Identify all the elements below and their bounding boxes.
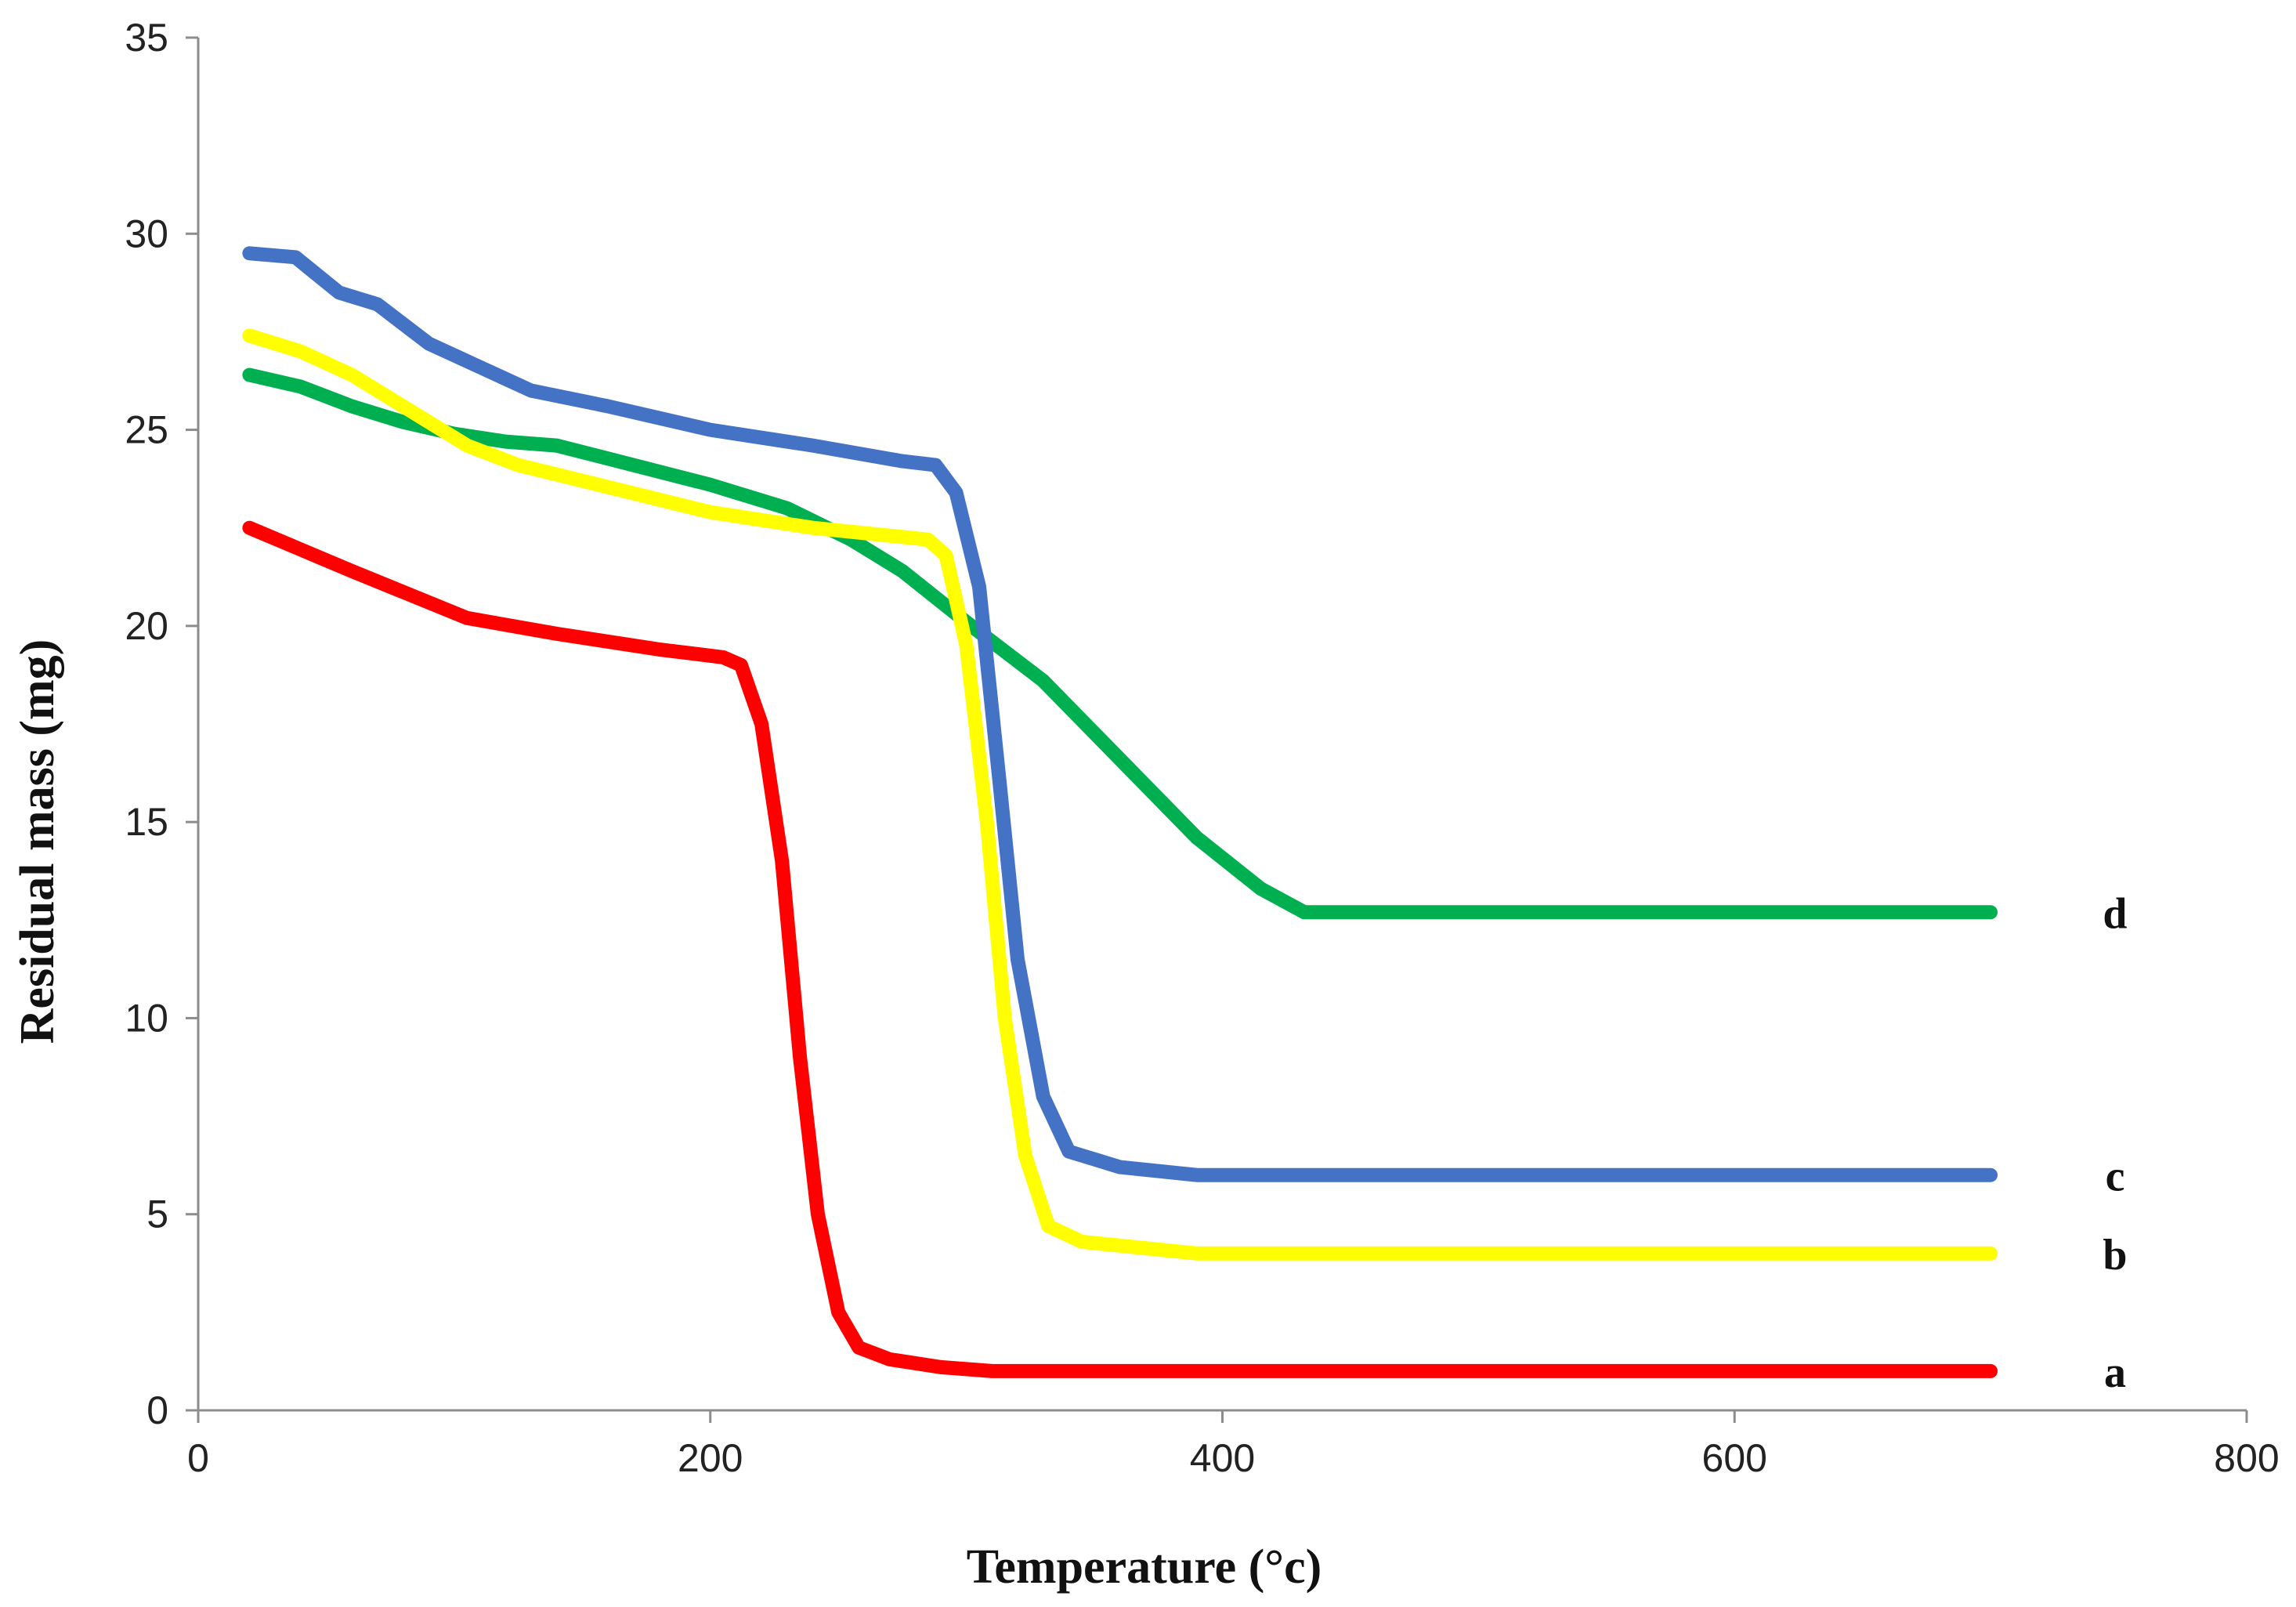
x-tick-label: 0 bbox=[187, 1436, 209, 1480]
series-line-c bbox=[242, 246, 1998, 1182]
y-tick-label: 0 bbox=[146, 1388, 168, 1432]
series-label-b: b bbox=[2103, 1231, 2127, 1279]
series-line-b bbox=[242, 328, 1998, 1261]
series-line-d bbox=[242, 367, 1998, 920]
y-axis-title: Residual mass (mg) bbox=[11, 639, 64, 1044]
y-ticks: 0 5 10 15 20 25 30 35 bbox=[125, 16, 198, 1432]
x-tick-label: 200 bbox=[678, 1436, 743, 1480]
series-line-a bbox=[242, 520, 1998, 1378]
y-tick-label: 20 bbox=[125, 604, 168, 648]
y-tick-label: 35 bbox=[125, 16, 168, 60]
x-tick-label: 400 bbox=[1190, 1436, 1255, 1480]
x-tick-label: 600 bbox=[1702, 1436, 1767, 1480]
x-tick-label: 800 bbox=[2214, 1436, 2279, 1480]
y-tick-label: 5 bbox=[146, 1193, 168, 1236]
series-label-c: c bbox=[2106, 1153, 2125, 1201]
series-group bbox=[242, 246, 1998, 1378]
series-labels: a bc d bbox=[2103, 889, 2127, 1397]
y-tick-label: 10 bbox=[125, 996, 168, 1040]
y-tick-label: 25 bbox=[125, 408, 168, 452]
axes bbox=[197, 38, 2247, 1412]
x-ticks: 0 200 400 600 800 bbox=[187, 1410, 2280, 1480]
series-label-a: a bbox=[2104, 1348, 2126, 1397]
series-label-d: d bbox=[2103, 889, 2127, 938]
y-tick-label: 15 bbox=[125, 800, 168, 844]
y-tick-label: 30 bbox=[125, 212, 168, 255]
x-axis-title: Temperature (°c) bbox=[967, 1540, 1322, 1594]
